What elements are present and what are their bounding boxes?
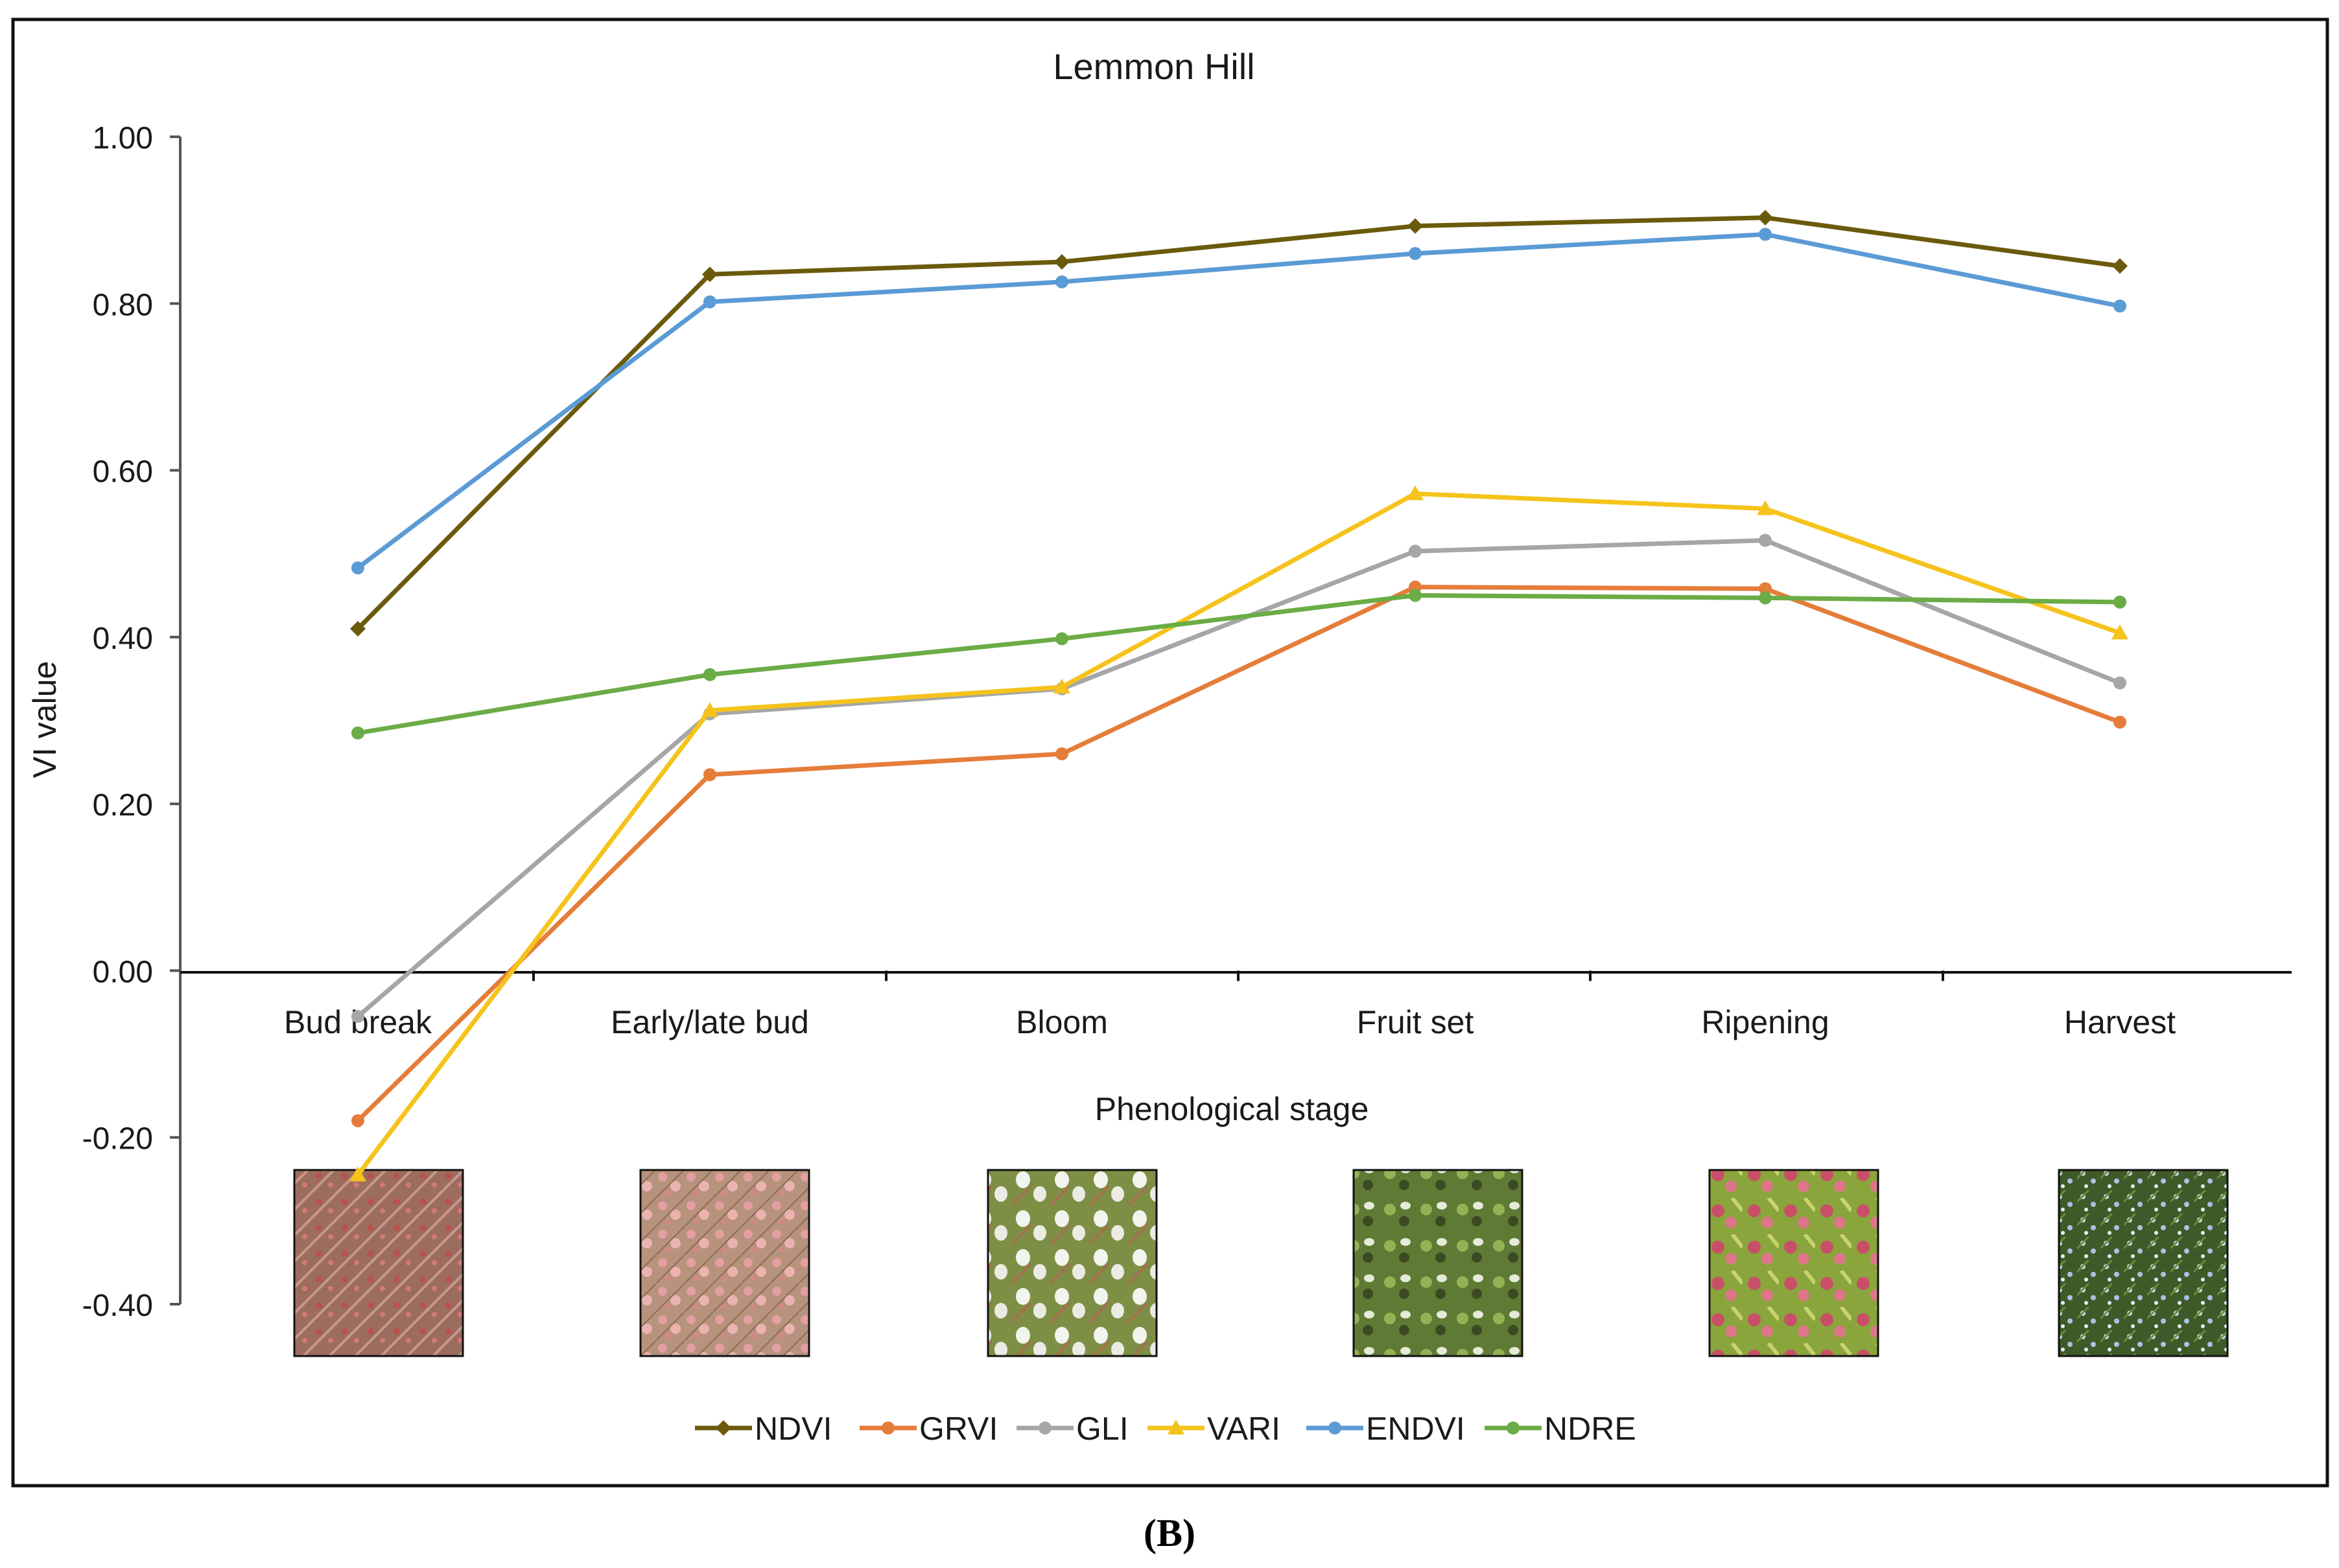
y-tick-label: -0.40: [82, 1289, 153, 1323]
data-point-grvi-bloom: [1055, 747, 1068, 760]
legend-label: ENDVI: [1366, 1410, 1465, 1447]
data-point-ndvi-early-late-bud: [702, 266, 718, 283]
x-tick-label-ripening: Ripening: [1701, 1004, 1829, 1040]
data-point-endvi-fruit-set: [1409, 247, 1422, 261]
data-point-grvi-bud-break: [351, 1114, 364, 1127]
legend-marker: [1328, 1422, 1341, 1434]
data-point-ndvi-harvest: [2112, 258, 2128, 274]
data-point-endvi-bud-break: [351, 561, 364, 575]
data-point-vari-harvest: [2111, 624, 2128, 640]
data-point-vari-bloom: [1053, 679, 1070, 694]
data-point-grvi-early-late-bud: [703, 768, 716, 782]
data-point-gli-ripening: [1759, 533, 1772, 547]
y-tick-label: 0.80: [93, 288, 153, 322]
data-point-grvi-ripening: [1759, 582, 1772, 596]
data-point-ndre-bud-break: [351, 726, 364, 740]
legend-label: GLI: [1076, 1410, 1129, 1447]
legend-marker: [1039, 1422, 1052, 1434]
y-tick-label: 1.00: [93, 121, 153, 156]
data-point-gli-bud-break: [351, 1010, 364, 1024]
red-berries-photo: [1708, 1169, 1879, 1357]
data-point-ndre-fruit-set: [1409, 589, 1422, 602]
data-point-vari-ripening: [1757, 500, 1774, 515]
legend-item-grvi: GRVI: [860, 1410, 998, 1447]
white-flowers-photo: [987, 1169, 1158, 1357]
x-axis-label: Phenological stage: [1095, 1091, 1369, 1127]
series-ndre: [351, 589, 2126, 740]
data-point-vari-early-late-bud: [701, 702, 718, 718]
series-endvi: [351, 228, 2126, 575]
data-point-endvi-early-late-bud: [703, 295, 716, 309]
data-point-endvi-bloom: [1055, 275, 1068, 288]
y-tick-label: 0.60: [93, 455, 153, 489]
y-tick-label: 0.00: [93, 955, 153, 989]
legend-label: GRVI: [919, 1410, 998, 1447]
series-line-ndvi: [356, 215, 2121, 631]
legend-marker: [1507, 1422, 1520, 1434]
y-ticks: -0.40 -0.20 0.00 0.20 0.40 0.60 0.80 1.00: [82, 121, 180, 1323]
legend-item-endvi: ENDVI: [1306, 1410, 1465, 1447]
data-point-grvi-harvest: [2113, 716, 2126, 729]
legend-label: NDVI: [755, 1410, 832, 1447]
legend-item-ndvi: NDVI: [695, 1410, 832, 1447]
data-point-vari-bud-break: [349, 1166, 366, 1182]
legend-item-gli: GLI: [1017, 1410, 1129, 1447]
series-line-vari: [356, 491, 2121, 1176]
pink-buds-photo: [639, 1169, 810, 1357]
series-line-grvi: [356, 585, 2121, 1123]
x-tick-label-bloom: Bloom: [1016, 1004, 1108, 1040]
series-line-endvi: [356, 232, 2121, 570]
series-line-gli: [356, 538, 2121, 1018]
red-buds-photo: [293, 1169, 464, 1357]
x-tick-label-early-late-bud: Early/late bud: [611, 1004, 809, 1040]
x-tick-label-fruit-set: Fruit set: [1357, 1004, 1474, 1040]
y-tick-label: 0.40: [93, 622, 153, 656]
data-point-ndvi-ripening: [1757, 209, 1773, 226]
legend-label: NDRE: [1544, 1410, 1636, 1447]
data-point-ndvi-bloom: [1054, 253, 1070, 270]
legend-item-ndre: NDRE: [1485, 1410, 1636, 1447]
y-tick-label: -0.20: [82, 1122, 153, 1156]
data-point-gli-harvest: [2113, 676, 2126, 690]
data-point-ndre-bloom: [1055, 632, 1068, 646]
series-group: [349, 209, 2128, 1182]
data-point-ndre-harvest: [2113, 595, 2126, 609]
figure-label: (B): [1144, 1512, 1195, 1554]
legend-item-vari: VARI: [1147, 1410, 1280, 1447]
data-point-gli-fruit-set: [1409, 544, 1422, 558]
data-point-vari-fruit-set: [1407, 485, 1424, 500]
data-point-ndre-ripening: [1759, 591, 1772, 605]
blue-berries-photo: [2058, 1169, 2229, 1357]
legend-marker: [716, 1420, 731, 1436]
x-ticks: [532, 970, 1944, 981]
y-tick-label: 0.20: [93, 788, 153, 823]
series-line-ndre: [357, 593, 2121, 736]
series-vari: [349, 485, 2128, 1182]
legend-label: VARI: [1207, 1410, 1280, 1447]
phenology-photos: [293, 1169, 2229, 1357]
legend-marker: [1168, 1420, 1184, 1434]
y-axis-label: VI value: [27, 661, 63, 778]
series-grvi: [351, 580, 2126, 1127]
data-point-ndvi-bud-break: [350, 620, 366, 637]
legend-marker: [882, 1422, 895, 1434]
x-tick-label-harvest: Harvest: [2064, 1004, 2176, 1040]
legend: NDVI GRVI GLI VARI ENDVI NDRE: [695, 1410, 1636, 1447]
green-fruit-photo: [1352, 1169, 1523, 1357]
data-point-ndvi-fruit-set: [1407, 218, 1423, 234]
series-ndvi: [350, 209, 2128, 637]
data-point-endvi-harvest: [2113, 299, 2126, 313]
chart-title: Lemmon Hill: [1053, 46, 1254, 87]
data-point-ndre-early-late-bud: [703, 668, 716, 681]
data-point-endvi-ripening: [1759, 228, 1772, 241]
